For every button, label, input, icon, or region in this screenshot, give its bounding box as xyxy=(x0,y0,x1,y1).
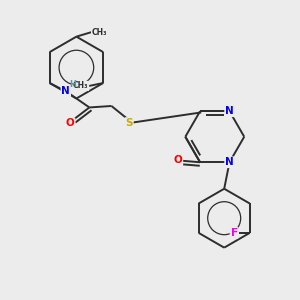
Text: H: H xyxy=(69,80,76,89)
Text: CH₃: CH₃ xyxy=(73,82,88,91)
Text: F: F xyxy=(230,228,238,238)
Text: CH₃: CH₃ xyxy=(92,28,107,37)
Text: O: O xyxy=(174,155,182,165)
Text: N: N xyxy=(225,157,234,167)
Text: N: N xyxy=(225,106,234,116)
Text: S: S xyxy=(125,118,133,128)
Text: N: N xyxy=(61,86,70,96)
Text: O: O xyxy=(66,118,75,128)
